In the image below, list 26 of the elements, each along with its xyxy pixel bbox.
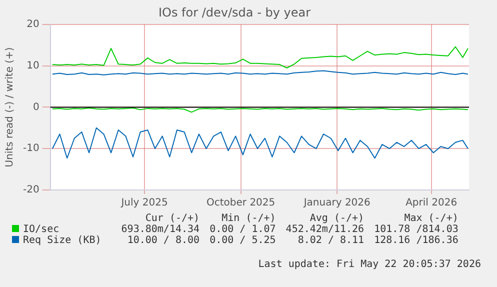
text: 0.00 / 5.25 xyxy=(208,235,276,246)
text: 101.78 /814.03 xyxy=(373,224,458,235)
text: 8.02 / 8.11 xyxy=(296,235,364,246)
y-tick-label: -10 xyxy=(22,143,40,154)
y-tick-label: 20 xyxy=(26,18,40,30)
y-tick-label: 0 xyxy=(32,102,40,113)
x-tick-label: July 2025 xyxy=(120,198,168,209)
text: 10.00 / 8.00 xyxy=(126,235,200,246)
text: Last update: Fri May 22 20:05:37 2026 xyxy=(258,259,481,270)
legend-label: Req Size (KB) xyxy=(22,235,102,246)
chart-title: IOs for /dev/sda - by year xyxy=(158,5,311,20)
legend-label: IO/sec xyxy=(22,224,60,235)
x-tick-label: April 2026 xyxy=(406,198,458,209)
y-tick-label: 10 xyxy=(26,60,40,72)
y-axis-title: Units read (-) / write (+) xyxy=(4,47,16,168)
x-tick-label: January 2026 xyxy=(302,198,370,209)
y-tick-label: -20 xyxy=(22,184,40,196)
text: Max (-/+) xyxy=(403,213,458,224)
text: Cur (-/+) xyxy=(144,213,200,224)
text: 0.00 / 1.07 xyxy=(208,224,276,235)
text: 452.42m/11.26 xyxy=(284,224,364,235)
text: Min (-/+) xyxy=(220,213,276,224)
x-tick-label: October 2025 xyxy=(206,198,276,209)
text: Avg (-/+) xyxy=(308,213,364,224)
text: 693.80m/14.34 xyxy=(120,224,200,235)
text: 128.16 /186.36 xyxy=(373,235,458,246)
